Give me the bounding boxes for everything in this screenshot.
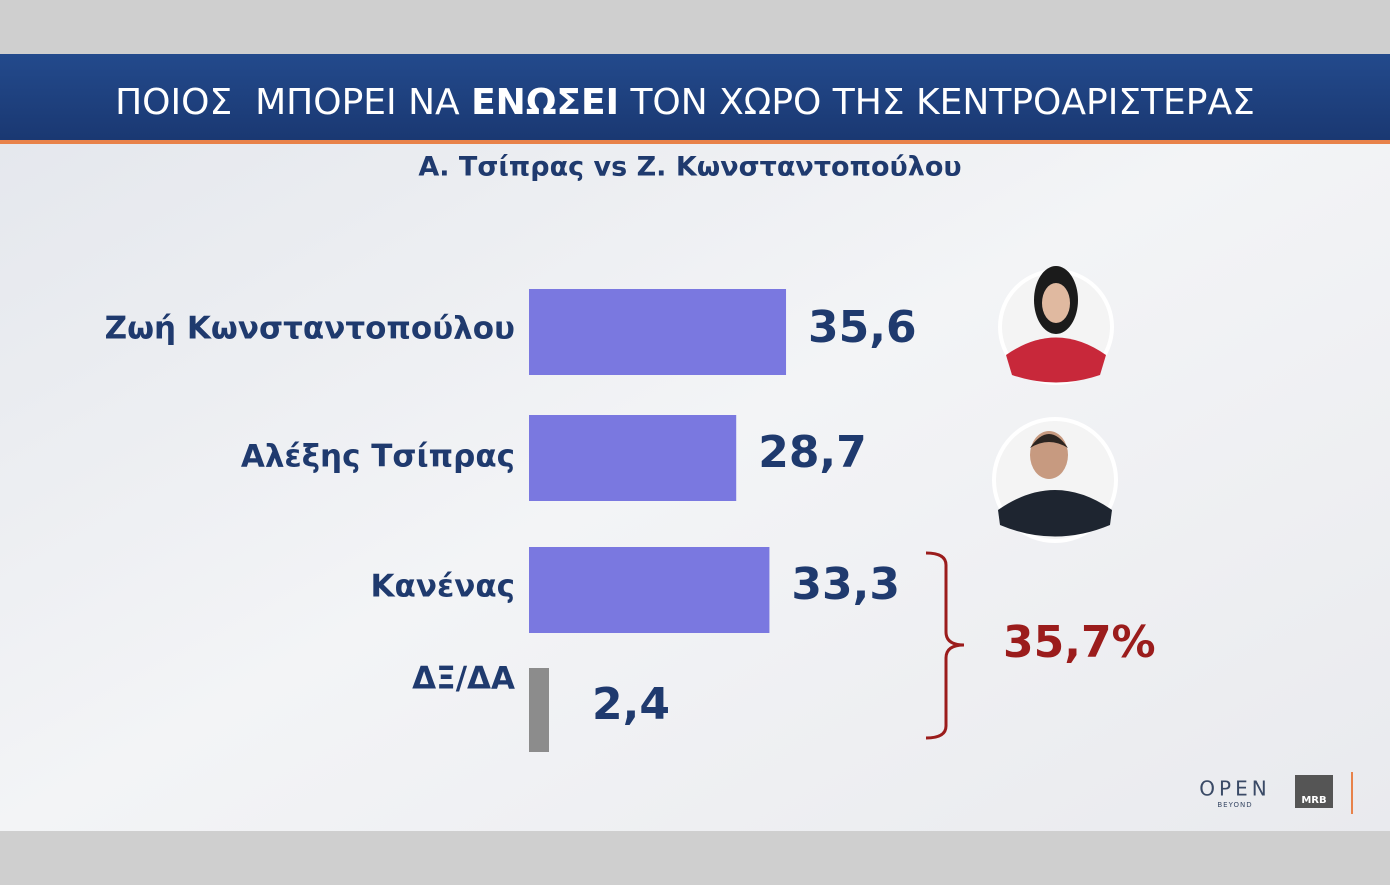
logo-beyond: BEYOND xyxy=(1217,801,1252,809)
annotation-label: 35,7% xyxy=(1003,617,1156,668)
value-label: 2,4 xyxy=(592,679,670,730)
bracket xyxy=(925,551,965,740)
category-label: Κανένας xyxy=(371,569,515,605)
logo-open: OPEN xyxy=(1199,777,1270,801)
chart-subtitle: Α. Τσίπρας vs Ζ. Κωνσταντοπούλου xyxy=(418,152,961,183)
chart-title: ΠΟΙΟΣ ΜΠΟΡΕΙ ΝΑ ΕΝΩΣΕΙ ΤΟΝ ΧΩΡΟ ΤΗΣ ΚΕΝΤ… xyxy=(115,82,1255,123)
header xyxy=(0,54,1390,140)
bar xyxy=(529,415,737,501)
logo-mrb: MRB xyxy=(1301,795,1326,806)
value-label: 28,7 xyxy=(758,427,867,478)
value-label: 33,3 xyxy=(791,559,900,610)
bar xyxy=(529,668,549,752)
logo-rule xyxy=(1351,772,1353,814)
title-part: ΠΟΙΟΣ ΜΠΟΡΕΙ ΝΑ xyxy=(115,82,471,123)
category-label: ΔΞ/ΔΑ xyxy=(412,661,515,697)
bar xyxy=(529,289,787,375)
bar xyxy=(529,547,770,633)
photo xyxy=(992,417,1118,543)
logo: OPEN BEYOND MRB xyxy=(1199,772,1353,814)
photo xyxy=(998,266,1114,385)
title-bold: ΕΝΩΣΕΙ xyxy=(471,82,619,123)
value-label: 35,6 xyxy=(808,302,917,353)
category-label: Αλέξης Τσίπρας xyxy=(241,439,515,475)
header-rule xyxy=(0,140,1390,144)
title-part: ΤΟΝ ΧΩΡΟ ΤΗΣ ΚΕΝΤΡΟΑΡΙΣΤΕΡΑΣ xyxy=(619,82,1255,123)
logo-box xyxy=(1295,775,1333,808)
category-label: Ζωή Κωνσταντοπούλου xyxy=(105,311,515,347)
